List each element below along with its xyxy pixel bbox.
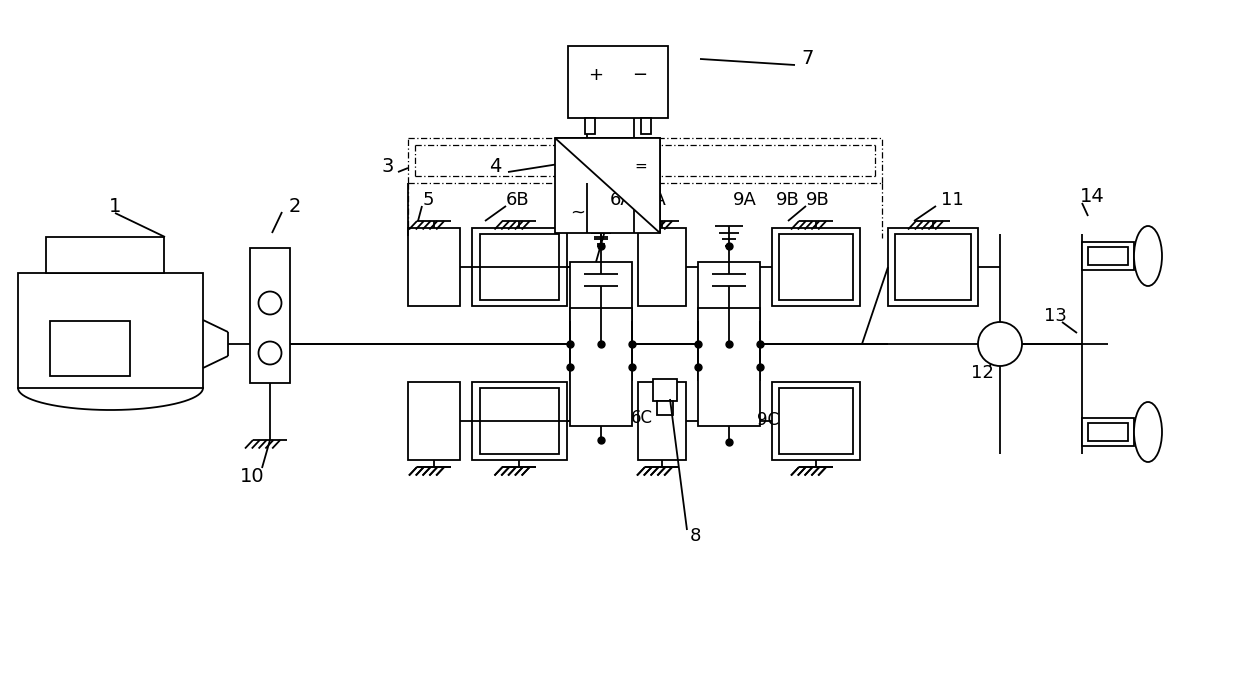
Bar (1083, 418, 1135, 446)
Text: 9A: 9A (733, 191, 756, 209)
Bar (1087, 247, 1128, 265)
Text: ~: ~ (570, 203, 585, 221)
Text: 8: 8 (689, 527, 702, 545)
Text: 6C: 6C (631, 409, 653, 427)
Bar (779, 388, 853, 454)
Text: 12: 12 (971, 364, 993, 382)
Bar (639, 382, 686, 460)
Text: 6B: 6B (506, 191, 529, 209)
Bar (1083, 242, 1135, 270)
Text: 5: 5 (423, 191, 434, 209)
Bar (570, 308, 632, 426)
Bar (472, 228, 567, 306)
Text: 9B: 9B (806, 191, 830, 209)
Text: 4: 4 (489, 156, 501, 175)
Text: 7: 7 (802, 48, 815, 67)
Text: 9A: 9A (644, 191, 667, 209)
Text: +: + (589, 66, 604, 84)
Text: =: = (635, 159, 647, 174)
Bar (895, 234, 971, 300)
Bar (698, 308, 760, 426)
Polygon shape (556, 138, 660, 233)
Bar (408, 382, 460, 460)
Text: 13: 13 (1044, 307, 1066, 325)
Text: 11: 11 (941, 191, 963, 209)
Text: 10: 10 (239, 466, 264, 486)
Text: −: − (632, 66, 647, 84)
Bar (653, 379, 677, 401)
Circle shape (258, 341, 281, 365)
Ellipse shape (1135, 402, 1162, 462)
Bar (773, 382, 861, 460)
Text: 9C: 9C (756, 411, 779, 429)
Text: 14: 14 (1080, 186, 1105, 206)
Bar (657, 401, 673, 415)
Bar (570, 262, 632, 380)
Ellipse shape (1135, 226, 1162, 286)
Text: 3: 3 (382, 156, 394, 175)
Bar (250, 248, 290, 383)
Bar (698, 262, 760, 380)
Bar (773, 228, 861, 306)
Bar (1087, 423, 1128, 441)
Text: 1: 1 (109, 197, 122, 215)
Bar (472, 382, 567, 460)
Text: 6A: 6A (610, 191, 634, 209)
Circle shape (258, 292, 281, 314)
Bar (568, 46, 668, 118)
Bar (585, 118, 595, 134)
Bar (19, 273, 203, 388)
Circle shape (978, 322, 1022, 366)
Bar (408, 228, 460, 306)
Bar (779, 234, 853, 300)
Bar (46, 237, 164, 273)
Text: 2: 2 (289, 197, 301, 215)
Bar (50, 321, 130, 376)
Bar (480, 388, 559, 454)
Bar (641, 118, 651, 134)
Bar (888, 228, 978, 306)
Bar (480, 234, 559, 300)
Bar (639, 228, 686, 306)
Bar (556, 138, 660, 233)
Text: 9B: 9B (776, 191, 800, 209)
